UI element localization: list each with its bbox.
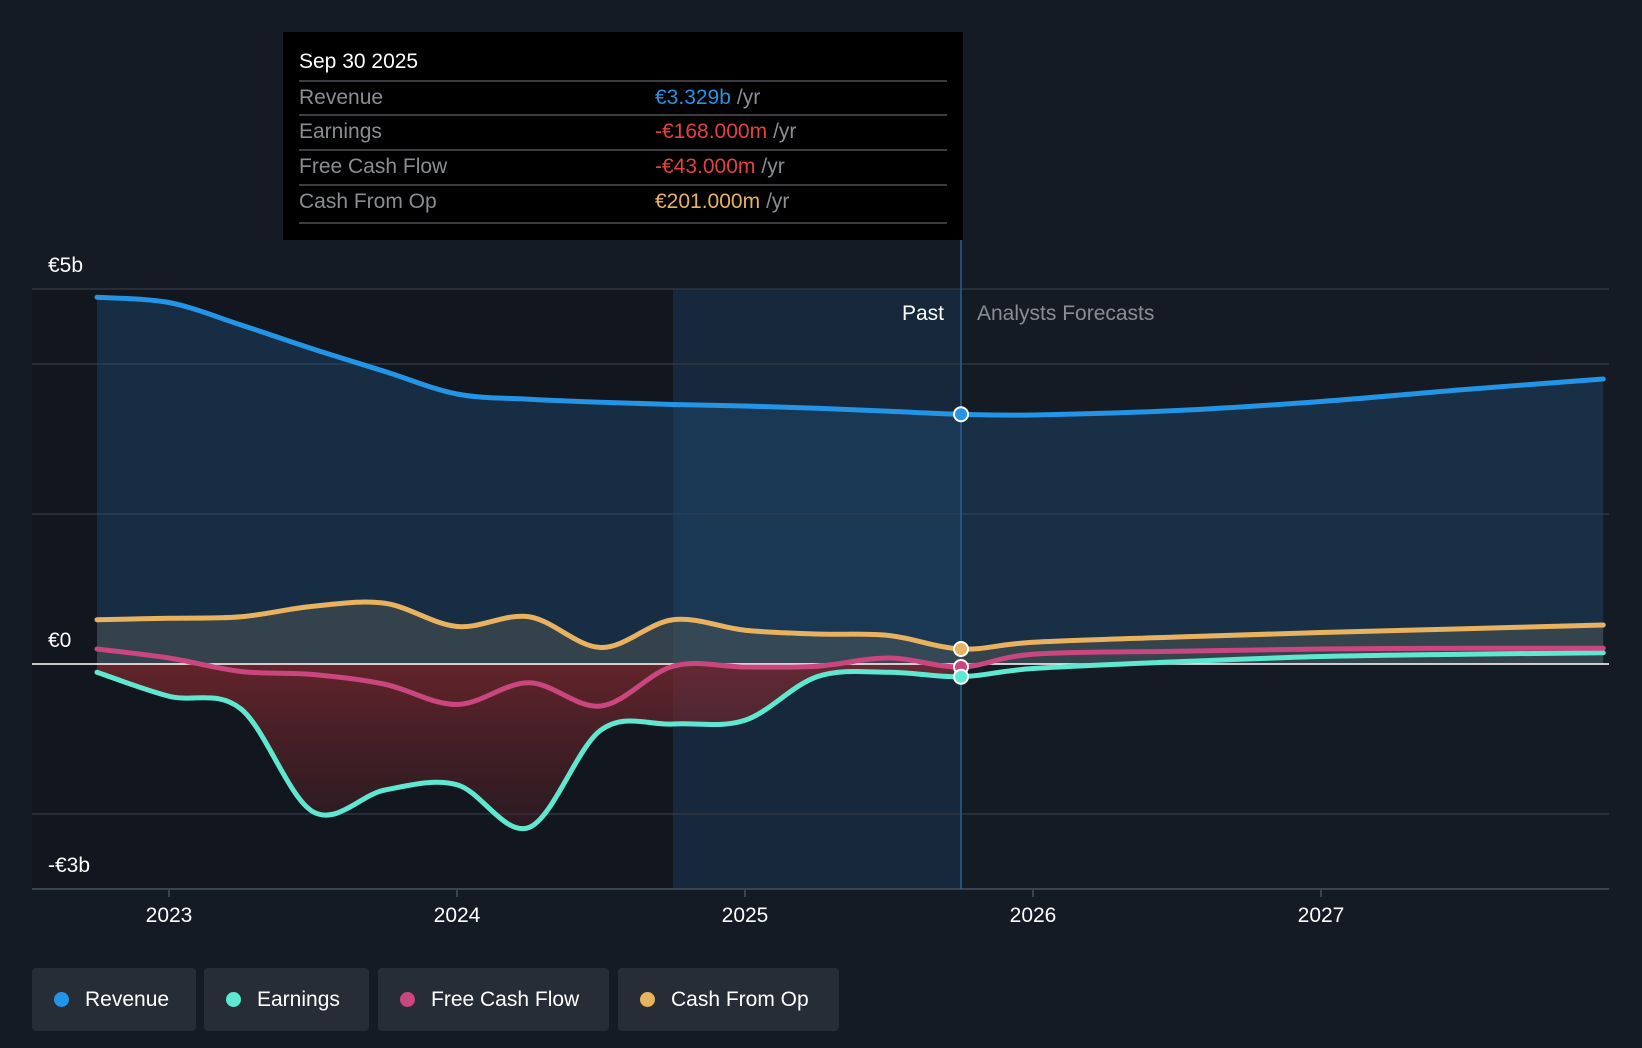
y-tick-label: €5b bbox=[48, 254, 83, 277]
series-line-earnings bbox=[94, 650, 1606, 832]
legend-label: Free Cash Flow bbox=[431, 987, 580, 1011]
legend-free-cash-flow[interactable]: Free Cash Flow bbox=[378, 968, 609, 1031]
tooltip-value: €3.329b/yr bbox=[655, 86, 761, 109]
past-highlight-region bbox=[673, 289, 961, 889]
marker-revenue bbox=[953, 406, 969, 423]
x-tick-label: 2027 bbox=[1298, 904, 1345, 927]
revenue-dot-icon bbox=[54, 992, 69, 1007]
legend-earnings[interactable]: Earnings bbox=[204, 968, 369, 1031]
tooltip-row-cfo: Cash From Op €201.000m/yr bbox=[299, 184, 947, 220]
tooltip-row-earnings: Earnings -€168.000m/yr bbox=[299, 114, 947, 150]
tooltip-value: -€168.000m/yr bbox=[655, 120, 797, 143]
y-tick-label: €0 bbox=[48, 629, 71, 652]
tooltip-label: Free Cash Flow bbox=[299, 155, 448, 178]
tooltip-label: Revenue bbox=[299, 86, 384, 109]
series-line-cash-from-op bbox=[94, 599, 1606, 652]
revenue-area bbox=[97, 297, 1604, 664]
tooltip-label: Earnings bbox=[299, 120, 382, 143]
x-tick-label: 2024 bbox=[434, 904, 481, 927]
past-label: Past bbox=[902, 302, 944, 325]
legend-cash-from-op[interactable]: Cash From Op bbox=[618, 968, 839, 1031]
legend-label: Earnings bbox=[257, 987, 340, 1011]
tooltip-label: Cash From Op bbox=[299, 190, 437, 213]
legend-label: Cash From Op bbox=[671, 987, 809, 1011]
x-tick-label: 2023 bbox=[146, 904, 193, 927]
tooltip-row-fcf: Free Cash Flow -€43.000m/yr bbox=[299, 149, 947, 185]
series-line-revenue bbox=[94, 294, 1606, 418]
forecast-label: Analysts Forecasts bbox=[977, 302, 1154, 325]
marker-cash-from-op bbox=[953, 641, 969, 657]
fcf-dot-icon bbox=[400, 992, 415, 1007]
earnings-negative-area bbox=[97, 664, 961, 829]
cfo-dot-icon bbox=[640, 992, 655, 1007]
series-line-free-cash-flow bbox=[94, 645, 1606, 709]
legend-label: Revenue bbox=[85, 987, 170, 1011]
tooltip-value: €201.000m/yr bbox=[655, 190, 790, 213]
tooltip-date: Sep 30 2025 bbox=[299, 50, 419, 73]
legend-revenue[interactable]: Revenue bbox=[32, 968, 196, 1031]
tooltip: Sep 30 2025 Revenue €3.329b/yr Earnings … bbox=[283, 32, 963, 240]
tooltip-row-revenue: Revenue €3.329b/yr bbox=[299, 80, 947, 116]
tooltip-value: -€43.000m/yr bbox=[655, 155, 785, 178]
x-tick-label: 2026 bbox=[1010, 904, 1057, 927]
y-tick-label: -€3b bbox=[48, 854, 90, 877]
earnings-dot-icon bbox=[226, 992, 241, 1007]
marker-earnings bbox=[953, 668, 969, 685]
tooltip-divider bbox=[299, 222, 947, 224]
x-tick-label: 2025 bbox=[722, 904, 769, 927]
